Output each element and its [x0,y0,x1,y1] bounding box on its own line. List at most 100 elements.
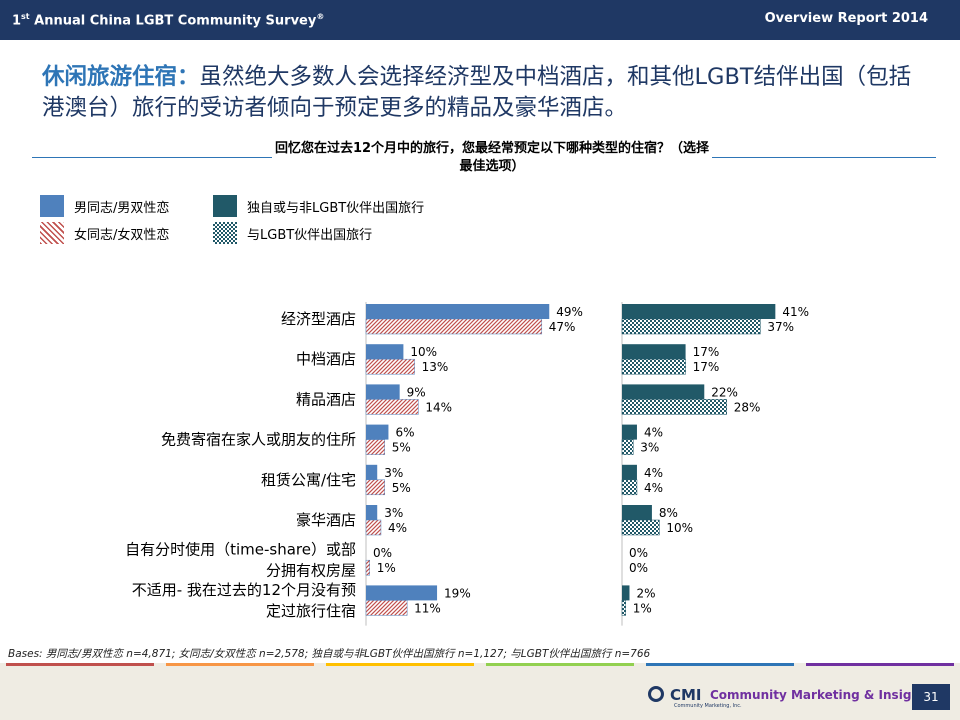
category-label: 不适用- 我在过去的12个月没有预 [132,581,356,599]
category-label: 租赁公寓/住宅 [261,471,356,489]
bar-travel-series1 [621,318,761,335]
bar-gender-series1 [365,358,415,375]
bar-gender-series0 [366,424,389,440]
survey-question: 回忆您在过去12个月中的旅行，您最经常预定以下哪种类型的住宿？（选择最佳选项） [274,141,710,174]
bar-gender-series0 [366,464,378,480]
footer-stripe [806,663,954,666]
data-label: 13% [422,360,449,374]
legend-swatch-solid-teal [213,195,237,217]
data-label: 17% [693,360,720,374]
data-label: 14% [425,400,452,414]
data-label: 41% [782,305,809,319]
footer-bar [0,663,960,720]
bar-travel-series0 [622,424,637,440]
data-label: 2% [636,586,655,600]
data-label: 19% [444,586,471,600]
headline-text: 虽然绝大多数人会选择经济型及中档酒店，和其他LGBT结伴出国（包括港澳台）旅行的… [42,64,912,121]
bar-gender-series0 [366,384,400,400]
category-label: 精品酒店 [296,390,356,408]
data-label: 11% [414,601,441,615]
data-label: 4% [644,466,663,480]
bar-travel-series0 [622,384,705,400]
footer-stripe [486,663,634,666]
data-label: 22% [711,385,738,399]
data-label: 37% [767,320,794,334]
category-label: 经济型酒店 [281,310,356,328]
survey-title: 1st Annual China LGBT Community Survey® [12,12,325,29]
data-label: 0% [629,546,648,560]
header-bar: 1st Annual China LGBT Community Survey® … [0,0,960,40]
data-label: 4% [388,521,407,535]
data-label: 5% [392,481,411,495]
page-number: 31 [912,684,950,710]
category-label: 中档酒店 [296,350,356,368]
data-label: 9% [407,385,426,399]
data-label: 1% [633,601,652,615]
data-label: 5% [392,441,411,455]
footer-stripe [6,663,154,666]
bar-travel-series1 [621,358,686,375]
bar-travel-series1 [621,479,638,496]
bar-gender-series1 [365,439,385,455]
data-label: 4% [644,481,663,495]
bases-footnote: Bases: 男同志/男双性恋 n=4,871; 女同志/女双性恋 n=2,57… [8,648,651,660]
data-label: 10% [410,345,437,359]
legend-swatch-solid-blue [40,195,64,217]
question-rule-left [32,157,272,158]
bar-gender-series0 [366,344,404,360]
legend-label: 与LGBT伙伴出国旅行 [247,228,373,243]
data-label: 6% [395,426,414,440]
slide-headline: 休闲旅游住宿：虽然绝大多数人会选择经济型及中档酒店，和其他LGBT结伴出国（包括… [42,62,932,124]
legend-label: 独自或与非LGBT伙伴出国旅行 [247,201,425,216]
bar-gender-series1 [365,519,382,536]
data-label: 3% [384,466,403,480]
data-label: 1% [377,561,396,575]
bar-gender-series0 [366,585,438,601]
data-label: 4% [644,426,663,440]
data-label: 28% [734,400,761,414]
logo-tiny-text: Community Marketing, Inc. [674,703,742,709]
data-label: 3% [640,441,659,455]
bar-gender-series1 [365,600,408,616]
bar-travel-series0 [622,344,686,360]
category-label: 定过旅行住宿 [266,602,356,620]
headline-lead: 休闲旅游住宿： [42,64,200,90]
bar-gender-series1 [365,399,419,415]
bar-travel-series1 [621,519,660,536]
legend-label: 女同志/女双性恋 [74,228,170,243]
category-label: 豪华酒店 [296,511,356,529]
footer-stripe [326,663,474,666]
bar-gender-series1 [365,559,370,576]
bar-travel-series1 [621,439,634,455]
data-label: 17% [693,345,720,359]
bar-gender-series0 [366,304,550,319]
question-rule-right [712,157,936,158]
bar-gender-series1 [365,318,543,335]
bar-travel-series1 [621,399,727,415]
footer-stripe [166,663,314,666]
cmi-logo-circle-icon [648,686,664,702]
bar-travel-series0 [622,304,776,319]
bar-gender-series0 [366,505,378,520]
data-label: 0% [629,561,648,575]
bar-travel-series0 [622,464,637,480]
data-label: 49% [556,305,583,319]
category-label: 分拥有权房屋 [266,562,356,580]
logo-short-text: CMI [670,686,702,704]
bar-chart: 经济型酒店 49%47%41%37%中档酒店 10%13%17%17%精品酒店 9%1… [125,302,809,626]
bar-gender-series1 [365,479,385,496]
footer-stripe [646,663,794,666]
data-label: 8% [659,506,678,520]
report-title: Overview Report 2014 [764,11,928,26]
logo-full-text: Community Marketing & Insights [710,688,933,702]
data-label: 10% [666,521,693,535]
bar-travel-series0 [622,505,652,520]
bar-travel-series1 [621,600,626,616]
legend-swatch-hatched-red [40,222,64,244]
legend-swatch-checkered-teal [213,222,237,244]
data-label: 0% [373,546,392,560]
legend-label: 男同志/男双性恋 [74,201,170,216]
bar-travel-series0 [622,585,630,601]
category-label: 免费寄宿在家人或朋友的住所 [161,431,356,449]
category-label: 自有分时使用（time-share）或部 [125,541,356,559]
